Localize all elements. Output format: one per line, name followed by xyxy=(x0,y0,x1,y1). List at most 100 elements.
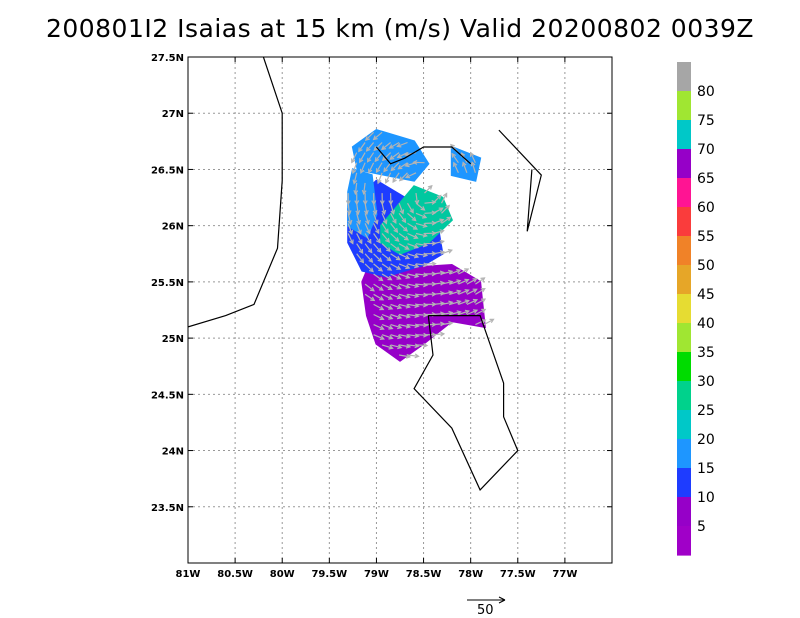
wind-vector-head xyxy=(375,168,381,174)
wind-vector-head xyxy=(363,210,369,216)
colorbar-swatch xyxy=(677,526,691,556)
wind-vector-head xyxy=(358,147,363,153)
wind-vector xyxy=(364,293,375,301)
wind-vector xyxy=(407,303,419,307)
wind-vector-head xyxy=(366,157,372,163)
wind-vector xyxy=(356,253,364,263)
wind-vector-head xyxy=(378,266,384,272)
wind-vector-head xyxy=(384,228,389,234)
wind-vector xyxy=(366,142,375,152)
wind-vector-head xyxy=(423,342,429,348)
reference-vector: 50 xyxy=(467,596,506,618)
wind-vector xyxy=(415,222,427,227)
wind-vector-head xyxy=(379,305,385,311)
wind-vector-head xyxy=(393,227,399,233)
wind-vector-head xyxy=(351,158,356,164)
wind-vector-head xyxy=(412,225,418,230)
wind-vector xyxy=(356,213,361,225)
wind-vector-head xyxy=(388,200,394,206)
colorbar-label: 60 xyxy=(697,200,715,216)
colorbar-label: 35 xyxy=(697,345,715,361)
wind-vector xyxy=(382,152,392,161)
wind-vector xyxy=(381,203,386,215)
wind-vector xyxy=(458,279,469,285)
wind-vector-head xyxy=(440,331,446,337)
wind-vector xyxy=(466,288,477,295)
wind-vector xyxy=(373,233,381,243)
wind-vector-head xyxy=(404,173,411,179)
wind-vector-head xyxy=(404,245,410,250)
wind-vector-head xyxy=(374,157,380,163)
wind-vector-head xyxy=(355,210,361,216)
wind-vector xyxy=(458,310,469,316)
wind-vector-head xyxy=(396,314,403,320)
wind-vector-head xyxy=(411,216,417,222)
wind-vector-head xyxy=(353,189,359,196)
wind-vector-head xyxy=(439,229,445,234)
wind-vector-head xyxy=(464,299,470,304)
wind-vector xyxy=(352,162,358,174)
wind-vector xyxy=(453,162,459,174)
wind-vector-head xyxy=(379,315,385,321)
wind-vector-head xyxy=(489,318,495,324)
wind-vector xyxy=(390,223,398,233)
wind-vector xyxy=(390,293,402,299)
wind-vector-head xyxy=(456,299,462,305)
wind-vector xyxy=(398,334,410,338)
wind-vector xyxy=(381,324,393,330)
wind-vector-head xyxy=(392,177,397,184)
wind-vector-head xyxy=(445,204,451,210)
wind-vector-head xyxy=(405,313,411,319)
y-tick-label: 27N xyxy=(162,109,184,120)
wind-vector xyxy=(475,308,486,316)
colorbar-swatch xyxy=(677,352,691,382)
wind-vector xyxy=(398,303,410,308)
wind-vector xyxy=(398,162,408,170)
wind-vector-head xyxy=(456,289,462,295)
wind-vector xyxy=(462,162,468,174)
wind-vector xyxy=(475,319,486,326)
y-tick-label: 25.5N xyxy=(151,278,184,289)
x-tick-label: 80.5W xyxy=(217,569,253,580)
wind-vector xyxy=(390,253,401,261)
wind-vector-head xyxy=(382,219,388,225)
wind-vector xyxy=(347,223,353,234)
wind-vector-head xyxy=(388,305,394,310)
wind-vector xyxy=(390,324,402,329)
wind-vector-head xyxy=(388,325,394,330)
wind-vector xyxy=(432,282,444,285)
wind-vector xyxy=(373,263,383,272)
wind-vector xyxy=(415,273,427,276)
wind-vector-head xyxy=(378,286,384,291)
wind-vector xyxy=(390,283,401,290)
wind-vector-head xyxy=(464,278,470,284)
wind-vector xyxy=(398,293,410,298)
wind-vector-head xyxy=(398,176,404,182)
colorbar-swatch xyxy=(677,265,691,295)
wind-vector xyxy=(390,313,402,319)
colorbar-label: 80 xyxy=(697,84,715,100)
wind-vector-head xyxy=(413,234,419,239)
wind-vector xyxy=(397,141,408,147)
wind-vector-head xyxy=(379,200,385,206)
wind-vector xyxy=(398,283,410,289)
colorbar-label: 70 xyxy=(697,142,715,158)
wind-vector xyxy=(449,290,461,295)
chart-title: 200801I2 Isaias at 15 km (m/s) Valid 202… xyxy=(45,14,755,43)
wind-vector-head xyxy=(405,284,411,289)
wind-vector xyxy=(381,243,391,252)
wind-vector-head xyxy=(404,236,410,241)
wind-vector xyxy=(398,202,404,214)
wind-vector xyxy=(373,293,384,301)
wind-vector xyxy=(466,299,478,305)
wind-vector-head xyxy=(366,229,371,235)
wind-vector-head xyxy=(362,200,368,206)
wind-vector xyxy=(373,142,383,151)
wind-vector xyxy=(390,213,397,224)
wind-vector-head xyxy=(395,255,401,261)
wind-vector xyxy=(354,182,358,194)
wind-vector xyxy=(415,243,427,247)
wind-vector-head xyxy=(420,206,426,211)
wind-vector xyxy=(389,141,400,149)
